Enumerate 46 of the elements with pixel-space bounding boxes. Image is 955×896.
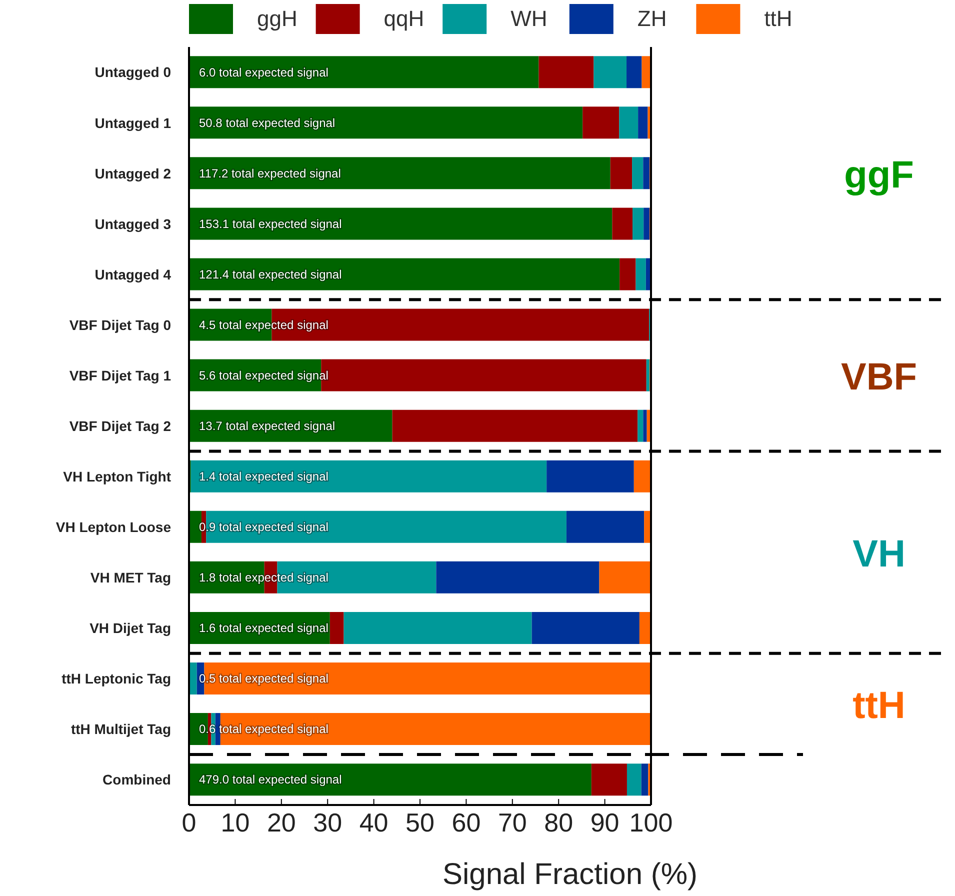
x-tick-label: 10 [220,807,250,838]
x-tick-label: 20 [266,807,296,838]
y-tick-label: Combined [102,772,171,788]
annotation: 1.6 total expected signal [199,621,328,636]
text: VBF [841,356,917,398]
y-tick-label: VH Dijet Tag [90,620,171,636]
y-tick-label: Untagged 1 [94,114,172,131]
annotation: 121.4 total expected signal [199,267,342,282]
legend-label: ttH [764,6,792,31]
annotation: 1.4 total expected signal [199,470,328,484]
annotation: 13.7 total expected signal [199,419,336,433]
x-tick-label: 100 [629,807,673,838]
x-tick-label: 80 [544,807,574,838]
annotation: 153.1 total expected signal [199,216,342,231]
y-tick-label: VH MET Tag [90,570,171,586]
text: VH [852,533,906,576]
y-tick-label: ttH Leptonic Tag [62,670,171,687]
x-axis-title: Signal Fraction (%) [442,858,698,891]
y-tick-label: VBF Dijet Tag 0 [69,316,172,333]
text: ggF [844,154,914,196]
legend-label: ggH [257,6,298,31]
x-tick-label: 0 [182,807,196,838]
x-tick-label: 90 [590,807,620,838]
text: ttH [852,684,906,727]
legend-label: ZH [637,6,667,31]
x-tick-label: 30 [313,807,342,838]
y-tick-label: VH Lepton Tight [63,468,172,485]
y-tick-label: VBF Dijet Tag 2 [69,418,172,434]
x-tick-label: 70 [498,807,527,838]
x-tick-label: 60 [452,807,481,838]
legend-label: qqH [384,6,424,31]
annotation: 117.2 total expected signal [199,166,341,180]
x-tick-label: 40 [359,807,388,838]
y-tick-label: Untagged 0 [94,64,172,80]
y-tick-label: ttH Multijet Tag [70,721,171,738]
y-tick-label: Untagged 3 [94,216,172,232]
y-tick-label: Untagged 2 [94,165,172,182]
x-tick-label: 50 [406,807,434,838]
annotation: 1.8 total expected signal [199,570,328,585]
annotation: 479.0 total expected signal [199,772,342,787]
legend-label: WH [510,6,548,31]
y-tick-label: Untagged 4 [94,266,172,282]
annotation: 6.0 total expected signal [199,65,328,80]
annotation: 50.8 total expected signal [199,116,336,130]
y-tick-label: VH Lepton Loose [56,519,172,536]
y-tick-label: VBF Dijet Tag 1 [69,367,172,384]
